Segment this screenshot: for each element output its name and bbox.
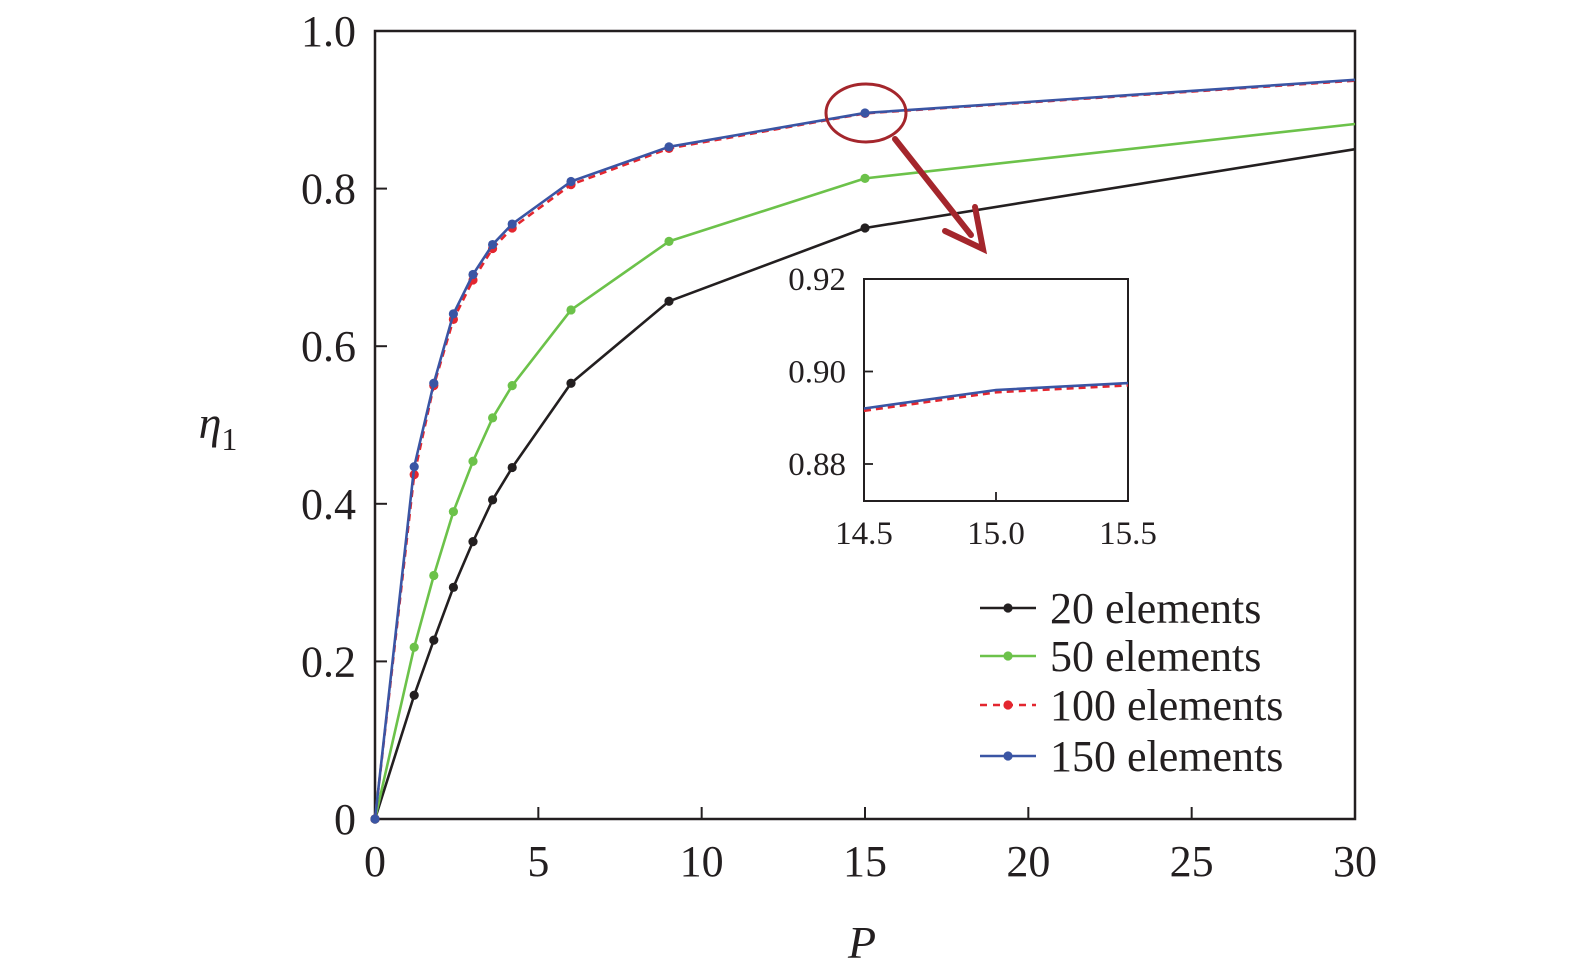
legend-label-150-elements: 150 elements: [1050, 732, 1283, 781]
legend-label-100-elements: 100 elements: [1050, 681, 1283, 730]
data-point-20-elements: [409, 690, 419, 700]
y-tick-label: 0.6: [301, 322, 356, 371]
y-tick-label: 0: [334, 795, 356, 844]
data-point-50-elements: [860, 173, 870, 183]
zoom-arrow-head: [942, 204, 988, 255]
x-tick-label: 20: [1006, 837, 1050, 886]
data-point-50-elements: [429, 570, 439, 581]
data-point-150-elements: [507, 219, 517, 229]
data-point-150-elements: [566, 176, 576, 187]
legend-marker-150-elements: [1003, 751, 1013, 761]
legend-marker-20-elements: [1003, 603, 1013, 613]
data-point-150-elements: [409, 462, 419, 472]
data-point-150-elements: [488, 239, 498, 250]
data-point-50-elements: [566, 305, 576, 315]
inset-x-tick-label: 14.5: [835, 516, 893, 552]
x-tick-label: 10: [680, 837, 724, 886]
inset-chart: 14.5 15.0 15.5 0.88 0.90 0.92: [788, 262, 1157, 552]
data-point-50-elements: [664, 236, 674, 246]
y-tick-label: 1.0: [301, 7, 356, 56]
data-point-150-elements: [860, 108, 870, 118]
data-point-20-elements: [488, 495, 498, 505]
data-point-50-elements: [468, 456, 478, 466]
data-point-20-elements: [429, 635, 439, 645]
y-axis-title-subscript: 1: [221, 421, 237, 457]
y-tick-label: 0.8: [301, 165, 356, 214]
data-point-20-elements: [566, 378, 576, 388]
zoom-callout: [824, 82, 988, 255]
zoom-arrow-shaft: [892, 135, 974, 238]
data-point-50-elements: [448, 507, 458, 517]
data-point-150-elements: [448, 309, 458, 319]
data-point-50-elements: [409, 642, 419, 652]
data-point-150-elements: [370, 814, 380, 824]
inset-y-tick-label: 0.88: [788, 447, 846, 483]
data-point-20-elements: [507, 462, 517, 473]
x-tick-label: 25: [1170, 837, 1214, 886]
inset-x-tick-label: 15.5: [1099, 516, 1157, 552]
x-tick-label: 0: [364, 837, 386, 886]
data-point-20-elements: [468, 537, 478, 547]
data-point-50-elements: [507, 381, 517, 391]
x-axis-title: P: [847, 917, 876, 968]
y-tick-label: 0.4: [301, 480, 356, 529]
data-point-150-elements: [468, 269, 478, 280]
data-point-150-elements: [429, 378, 439, 388]
inset-axis-ticks: 14.5 15.0 15.5 0.88 0.90 0.92: [788, 262, 1157, 552]
inset-series-line-100-elements: [863, 384, 1129, 413]
x-tick-label: 15: [843, 837, 887, 886]
legend-label-50-elements: 50 elements: [1050, 632, 1261, 681]
inset-y-tick-label: 0.92: [788, 262, 846, 298]
data-point-50-elements: [488, 413, 498, 423]
inset-x-tick-label: 15.0: [967, 516, 1025, 552]
inset-y-tick-label: 0.90: [788, 355, 846, 391]
y-tick-label: 0.2: [301, 637, 356, 686]
data-point-20-elements: [664, 296, 674, 306]
legend-marker-100-elements: [1003, 700, 1013, 710]
inset-series-group: [863, 381, 1129, 413]
data-point-20-elements: [860, 223, 870, 233]
inset-series-line-150-elements: [863, 381, 1129, 410]
main-series-group: [370, 78, 1356, 824]
x-tick-label: 5: [527, 837, 549, 886]
data-point-20-elements: [448, 582, 458, 592]
main-axis-ticks: 0 5 10 15 20 25 30 0 0.2 0.4 0.6 0.8 1.0: [301, 7, 1377, 886]
y-axis-title: η1: [199, 397, 238, 457]
data-point-150-elements: [664, 142, 674, 152]
legend-label-20-elements: 20 elements: [1050, 584, 1261, 633]
zoom-circle: [824, 82, 908, 144]
x-tick-label: 30: [1333, 837, 1377, 886]
legend-marker-50-elements: [1003, 651, 1013, 661]
